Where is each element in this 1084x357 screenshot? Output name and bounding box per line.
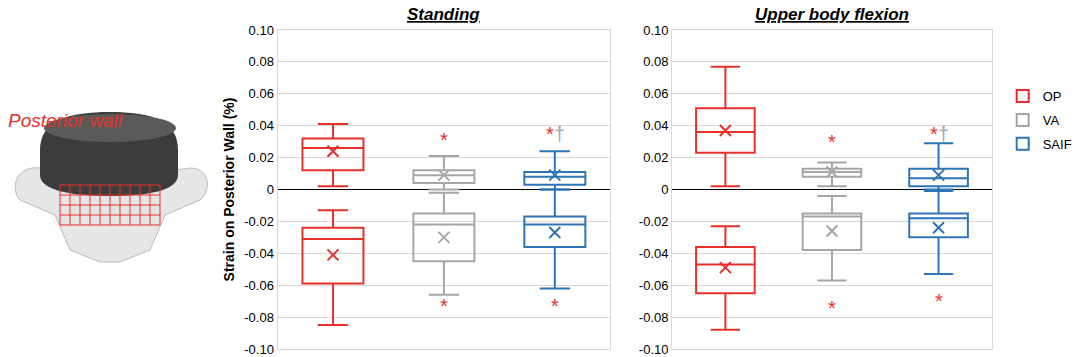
svg-text:0.02: 0.02 <box>643 150 668 165</box>
svg-text:-0.02: -0.02 <box>639 214 669 229</box>
svg-text:-0.08: -0.08 <box>244 310 274 325</box>
svg-text:0.06: 0.06 <box>249 86 274 101</box>
svg-text:*: * <box>546 123 554 145</box>
svg-text:*: * <box>828 297 836 319</box>
svg-text:*: * <box>440 129 448 151</box>
svg-text:*: * <box>935 290 943 312</box>
svg-text:-0.10: -0.10 <box>639 342 669 357</box>
svg-text:VA: VA <box>1043 113 1060 128</box>
svg-text:-0.04: -0.04 <box>639 246 669 261</box>
svg-text:0.04: 0.04 <box>249 118 274 133</box>
svg-text:†: † <box>938 123 949 145</box>
svg-text:0.04: 0.04 <box>643 118 668 133</box>
svg-text:0.08: 0.08 <box>249 54 274 69</box>
svg-text:SAIF: SAIF <box>1043 137 1072 152</box>
svg-text:*: * <box>551 295 559 317</box>
svg-text:†: † <box>554 123 565 145</box>
svg-text:-0.06: -0.06 <box>639 278 669 293</box>
svg-text:*: * <box>930 123 938 145</box>
svg-text:0.10: 0.10 <box>643 23 668 38</box>
svg-text:-0.08: -0.08 <box>639 310 669 325</box>
svg-text:0: 0 <box>267 182 274 197</box>
svg-text:OP: OP <box>1043 89 1062 104</box>
svg-text:*: * <box>440 295 448 317</box>
svg-text:Strain on Posterior Wall (%): Strain on Posterior Wall (%) <box>221 98 237 282</box>
svg-text:-0.04: -0.04 <box>244 246 274 261</box>
svg-text:-0.02: -0.02 <box>244 214 274 229</box>
svg-text:-0.10: -0.10 <box>244 342 274 357</box>
html-text:Posterior wall: Posterior wall <box>8 110 122 131</box>
svg-text:0: 0 <box>661 182 668 197</box>
svg-text:0.08: 0.08 <box>643 54 668 69</box>
svg-text:0.10: 0.10 <box>249 23 274 38</box>
svg-text:Upper body flexion: Upper body flexion <box>755 5 909 24</box>
svg-text:*: * <box>828 131 836 153</box>
svg-text:0.02: 0.02 <box>249 150 274 165</box>
svg-text:0.06: 0.06 <box>643 86 668 101</box>
svg-text:-0.06: -0.06 <box>244 278 274 293</box>
svg-text:Standing: Standing <box>407 5 480 24</box>
